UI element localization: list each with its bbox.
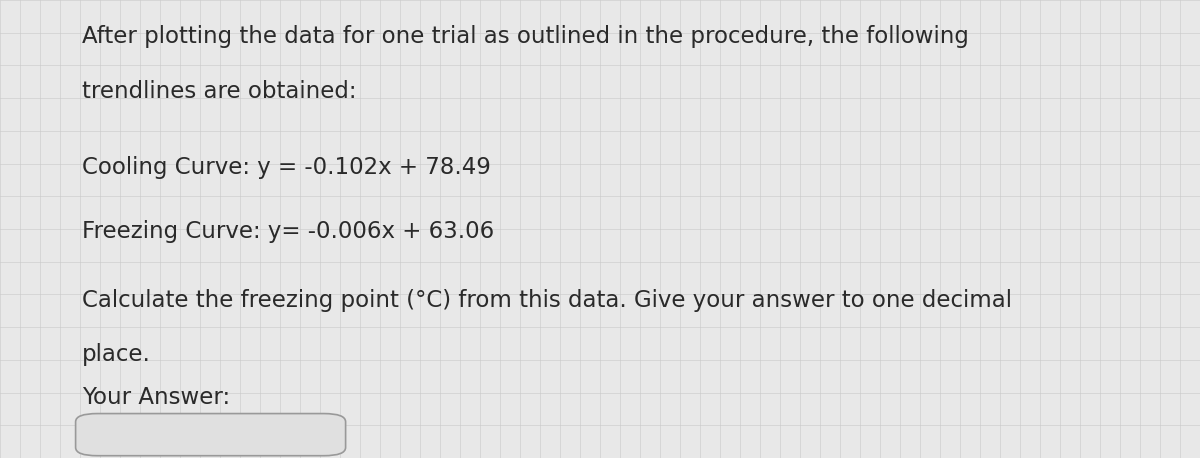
Text: Calculate the freezing point (°C) from this data. Give your answer to one decima: Calculate the freezing point (°C) from t… bbox=[82, 289, 1012, 312]
FancyBboxPatch shape bbox=[76, 414, 346, 456]
Text: trendlines are obtained:: trendlines are obtained: bbox=[82, 80, 356, 103]
Text: Freezing Curve: y= -0.006x + 63.06: Freezing Curve: y= -0.006x + 63.06 bbox=[82, 220, 494, 243]
Text: After plotting the data for one trial as outlined in the procedure, the followin: After plotting the data for one trial as… bbox=[82, 25, 968, 48]
Text: Cooling Curve: y = -0.102x + 78.49: Cooling Curve: y = -0.102x + 78.49 bbox=[82, 156, 491, 179]
Text: place.: place. bbox=[82, 344, 150, 366]
Text: Your Answer:: Your Answer: bbox=[82, 386, 229, 409]
